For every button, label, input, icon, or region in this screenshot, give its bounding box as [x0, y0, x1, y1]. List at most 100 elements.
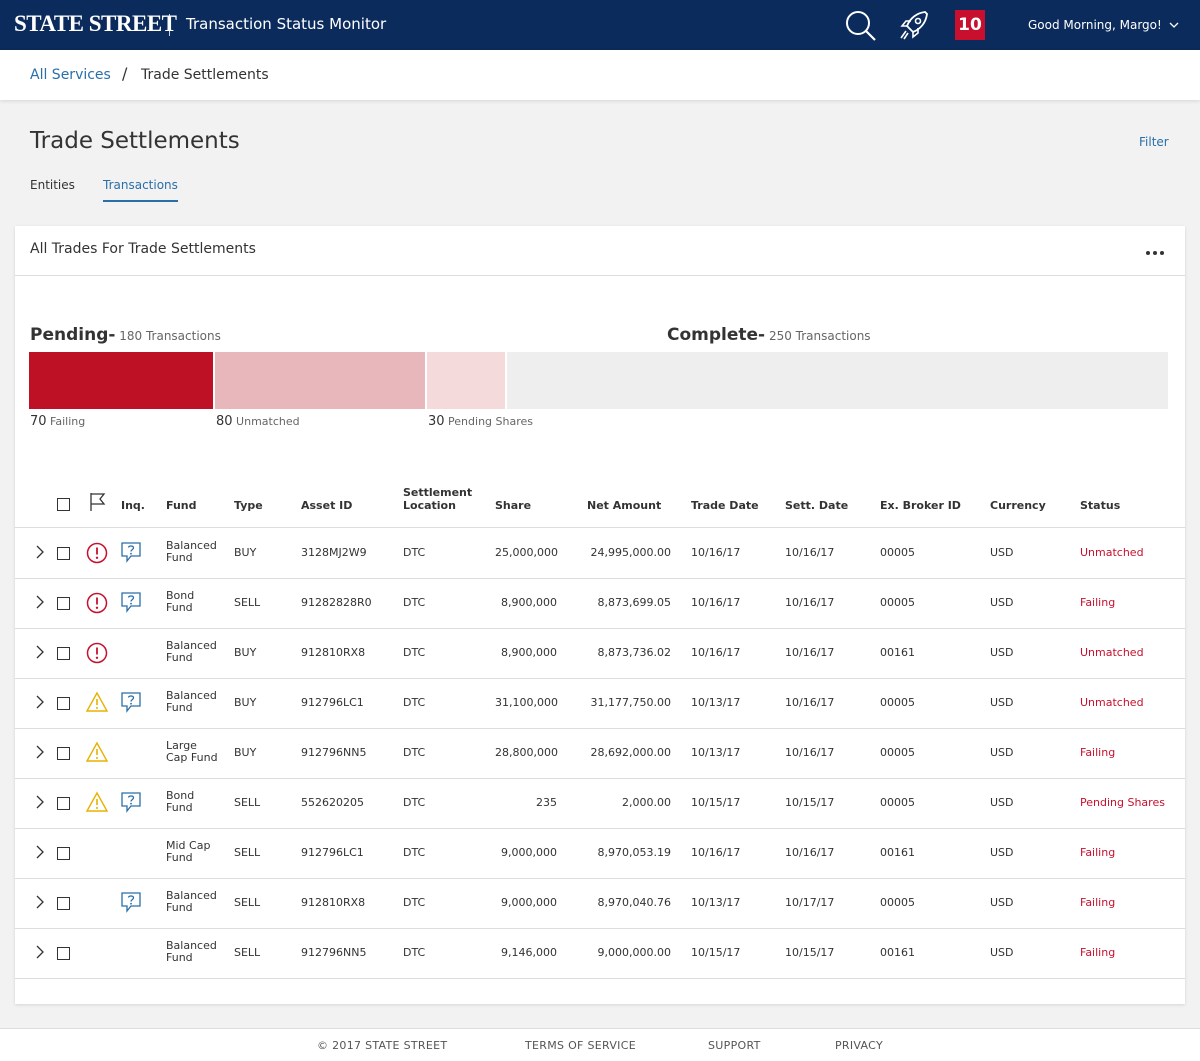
broker-id: 00161: [880, 946, 915, 959]
greeting-text: Good Morning, Margo!: [1028, 18, 1162, 32]
trade-date: 10/13/17: [691, 696, 741, 709]
net-amount: 2,000.00: [622, 796, 671, 809]
share-amount: 9,000,000: [501, 846, 557, 859]
trade-date: 10/16/17: [691, 596, 741, 609]
flag-icon[interactable]: [87, 491, 109, 513]
search-icon[interactable]: [843, 8, 877, 42]
footer-terms-link[interactable]: TERMS OF SERVICE: [525, 1039, 636, 1052]
settlement-location: DTC: [403, 696, 426, 709]
fund-line1: Balanced: [166, 889, 217, 902]
col-trade-date[interactable]: Trade Date: [691, 499, 759, 512]
broker-id: 00005: [880, 796, 915, 809]
currency: USD: [990, 846, 1014, 859]
currency: USD: [990, 696, 1014, 709]
breadcrumb-all-services[interactable]: All Services: [30, 67, 111, 83]
rocket-icon[interactable]: [897, 8, 931, 42]
asset-id: 912810RX8: [301, 896, 366, 909]
chevron-right-icon[interactable]: [29, 691, 51, 713]
fund-line1: Balanced: [166, 939, 217, 952]
row-divider: [15, 678, 1185, 679]
tab-entities[interactable]: Entities: [30, 178, 75, 192]
row-checkbox[interactable]: [57, 747, 70, 760]
fund-line2: Fund: [166, 651, 193, 664]
filter-link[interactable]: Filter: [1139, 135, 1169, 149]
notification-badge[interactable]: 10: [955, 10, 985, 40]
sett-date: 10/16/17: [785, 646, 835, 659]
trade-date: 10/16/17: [691, 546, 741, 559]
inquiry-icon[interactable]: [120, 691, 142, 713]
status-bar-label-unmatched: 80 Unmatched: [216, 414, 300, 429]
fund-line1: Mid Cap: [166, 839, 211, 852]
select-all-checkbox[interactable]: [57, 498, 70, 511]
row-checkbox[interactable]: [57, 697, 70, 710]
net-amount: 8,970,053.19: [597, 846, 671, 859]
net-amount: 8,873,736.02: [597, 646, 671, 659]
chevron-right-icon[interactable]: [29, 791, 51, 813]
pending-count: 180 Transactions: [119, 329, 221, 343]
chevron-right-icon[interactable]: [29, 841, 51, 863]
chevron-right-icon[interactable]: [29, 591, 51, 613]
status-count: 30: [428, 414, 445, 429]
col-asset-id[interactable]: Asset ID: [301, 499, 353, 512]
user-menu[interactable]: Good Morning, Margo!: [1028, 18, 1179, 32]
col-status[interactable]: Status: [1080, 499, 1121, 512]
currency: USD: [990, 546, 1014, 559]
status-bar-unmatched[interactable]: [215, 352, 425, 409]
broker-id: 00005: [880, 896, 915, 909]
inquiry-icon[interactable]: [120, 791, 142, 813]
col-currency[interactable]: Currency: [990, 499, 1046, 512]
col-net-amount[interactable]: Net Amount: [587, 499, 662, 512]
chevron-down-icon: [1169, 22, 1179, 28]
col-share[interactable]: Share: [495, 499, 532, 512]
chevron-right-icon[interactable]: [29, 641, 51, 663]
complete-count: 250 Transactions: [768, 329, 871, 343]
col-inq[interactable]: Inq.: [121, 499, 145, 512]
row-checkbox[interactable]: [57, 897, 70, 910]
col-fund[interactable]: Fund: [166, 499, 197, 512]
status-bar-pending-shares[interactable]: [427, 352, 505, 409]
settlement-location: DTC: [403, 946, 426, 959]
status-text: Failing: [1080, 746, 1116, 759]
chevron-right-icon[interactable]: [29, 741, 51, 763]
footer-privacy-link[interactable]: PRIVACY: [835, 1039, 883, 1052]
status-bar-label-pending-shares: 30 Pending Shares: [428, 414, 533, 429]
row-checkbox[interactable]: [57, 647, 70, 660]
fund-line1: Balanced: [166, 639, 217, 652]
row-checkbox[interactable]: [57, 547, 70, 560]
chevron-right-icon[interactable]: [29, 541, 51, 563]
inquiry-icon[interactable]: [120, 891, 142, 913]
trade-type: SELL: [234, 796, 261, 809]
status-bar-failing[interactable]: [29, 352, 213, 409]
col-sett-date[interactable]: Sett. Date: [785, 499, 849, 512]
more-options-icon[interactable]: [1146, 240, 1172, 260]
tab-transactions[interactable]: Transactions: [103, 178, 178, 202]
status-text: Failing: [1080, 596, 1116, 609]
inquiry-icon[interactable]: [120, 541, 142, 563]
status-bar-complete[interactable]: [507, 352, 1168, 409]
status-text: Unmatched: [1080, 646, 1144, 659]
row-checkbox[interactable]: [57, 797, 70, 810]
row-checkbox[interactable]: [57, 847, 70, 860]
inquiry-icon[interactable]: [120, 591, 142, 613]
col-type[interactable]: Type: [234, 499, 263, 512]
asset-id: 912796NN5: [301, 946, 367, 959]
col-broker-id[interactable]: Ex. Broker ID: [880, 499, 961, 512]
col-settlement-line1: Settlement: [403, 486, 473, 499]
chevron-right-icon[interactable]: [29, 891, 51, 913]
sett-date: 10/16/17: [785, 746, 835, 759]
settlement-location: DTC: [403, 796, 426, 809]
trade-date: 10/15/17: [691, 796, 741, 809]
state-street-logo[interactable]: STATE STREET: [14, 11, 177, 36]
chevron-right-icon[interactable]: [29, 941, 51, 963]
fund-name: Mid Cap Fund: [166, 840, 210, 864]
trade-type: SELL: [234, 596, 261, 609]
row-divider: [15, 578, 1185, 579]
status-bar-label-failing: 70 Failing: [30, 414, 85, 429]
asset-id: 552620205: [301, 796, 364, 809]
fund-line2: Fund: [166, 801, 193, 814]
broker-id: 00005: [880, 546, 915, 559]
row-checkbox[interactable]: [57, 597, 70, 610]
row-checkbox[interactable]: [57, 947, 70, 960]
col-settlement-location[interactable]: Settlement Location: [403, 486, 472, 512]
footer-support-link[interactable]: SUPPORT: [708, 1039, 761, 1052]
